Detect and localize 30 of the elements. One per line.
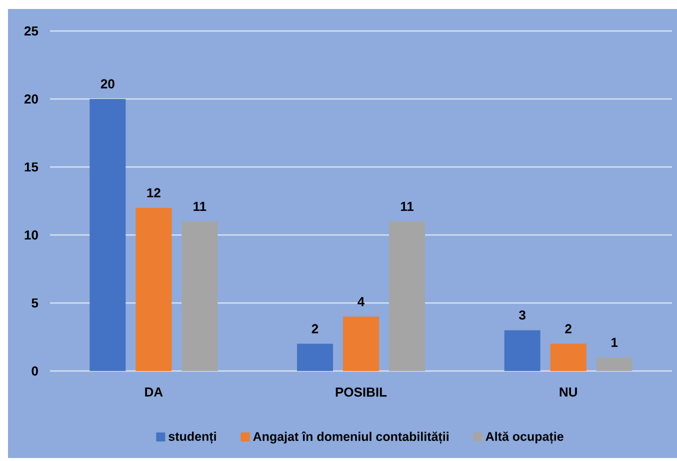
bar bbox=[297, 344, 333, 371]
data-label: 1 bbox=[612, 338, 618, 347]
x-tick-label: NU bbox=[560, 388, 577, 397]
y-tick-label: 10 bbox=[24, 230, 38, 240]
bar bbox=[136, 208, 172, 371]
y-tick-label: 20 bbox=[24, 94, 38, 104]
data-label: 11 bbox=[194, 202, 206, 211]
data-label: 20 bbox=[100, 79, 114, 88]
bar bbox=[182, 221, 218, 371]
bar bbox=[504, 330, 540, 371]
x-tick-label: DA bbox=[145, 388, 163, 396]
data-label: 2 bbox=[565, 324, 572, 334]
y-tick-label: 5 bbox=[32, 298, 38, 308]
data-label: 3 bbox=[519, 310, 526, 320]
legend-label: studenți bbox=[168, 432, 216, 444]
data-label: 2 bbox=[312, 324, 318, 334]
legend-label: Angajat în domeniul contabilității bbox=[253, 432, 448, 444]
bar bbox=[90, 99, 126, 371]
data-label: 11 bbox=[400, 202, 414, 211]
x-tick-label: POSIBIL bbox=[336, 388, 387, 397]
bar bbox=[596, 357, 632, 371]
y-tick-label: 15 bbox=[24, 162, 38, 172]
bar bbox=[343, 316, 379, 371]
y-tick-label: 25 bbox=[24, 26, 38, 36]
legend-label: Altă ocupație bbox=[486, 432, 564, 444]
bar bbox=[389, 221, 425, 371]
data-label: 4 bbox=[358, 297, 365, 306]
bar bbox=[550, 344, 586, 371]
data-label: 12 bbox=[147, 188, 160, 198]
y-tick-label: 0 bbox=[32, 366, 38, 376]
